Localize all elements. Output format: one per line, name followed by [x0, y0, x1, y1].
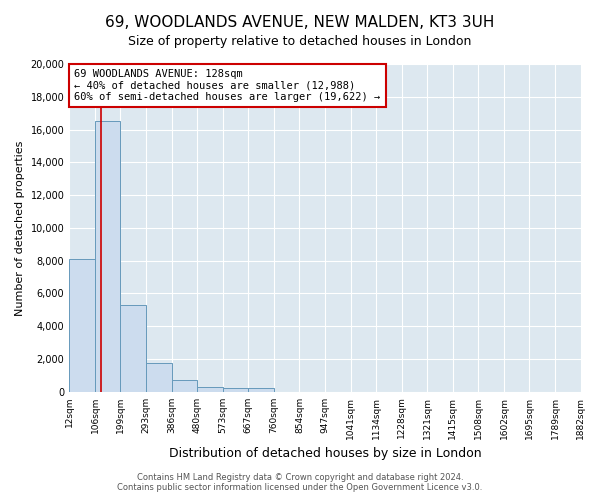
Text: 69 WOODLANDS AVENUE: 128sqm
← 40% of detached houses are smaller (12,988)
60% of: 69 WOODLANDS AVENUE: 128sqm ← 40% of det… [74, 69, 380, 102]
Text: Contains HM Land Registry data © Crown copyright and database right 2024.
Contai: Contains HM Land Registry data © Crown c… [118, 473, 482, 492]
Y-axis label: Number of detached properties: Number of detached properties [15, 140, 25, 316]
Text: Size of property relative to detached houses in London: Size of property relative to detached ho… [128, 35, 472, 48]
Bar [69, 259, 95, 392]
Bar [223, 388, 248, 392]
Bar [248, 388, 274, 392]
Bar [95, 122, 121, 392]
Text: 69, WOODLANDS AVENUE, NEW MALDEN, KT3 3UH: 69, WOODLANDS AVENUE, NEW MALDEN, KT3 3U… [106, 15, 494, 30]
Bar [172, 380, 197, 392]
Bar [121, 305, 146, 392]
Bar [146, 363, 172, 392]
Bar [197, 387, 223, 392]
X-axis label: Distribution of detached houses by size in London: Distribution of detached houses by size … [169, 447, 481, 460]
